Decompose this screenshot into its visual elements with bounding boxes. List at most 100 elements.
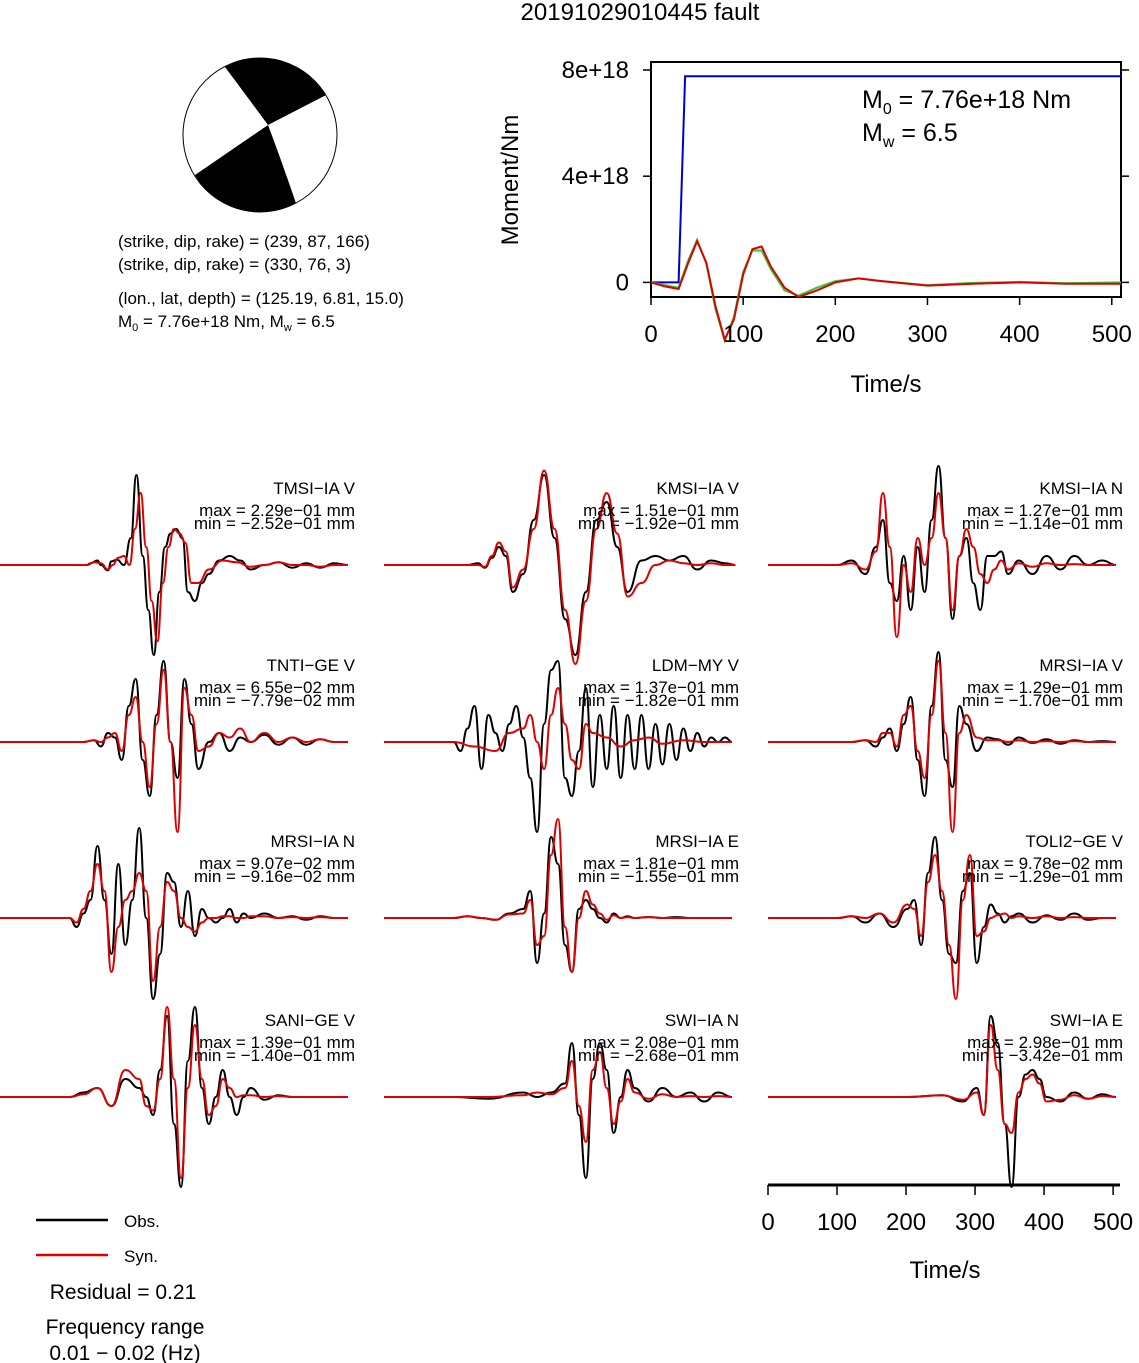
station-min: min = −3.42e−01 mm	[962, 1046, 1123, 1065]
station-min: min = −2.52e−01 mm	[194, 514, 355, 533]
station-min: min = −9.16e−02 mm	[194, 867, 355, 886]
waveform-x-axis-label: Time/s	[909, 1257, 980, 1284]
station-name: SANI−GE V	[265, 1011, 356, 1030]
frequency-range-title: Frequency range	[46, 1316, 205, 1339]
station-max: max = 9.07e−02 mm	[199, 854, 355, 873]
station-name: TMSI−IA V	[273, 479, 355, 498]
waveform-syn	[0, 1005, 348, 1180]
waveform-syn	[767, 659, 1116, 834]
station-name: KMSI−IA V	[656, 479, 739, 498]
nodal-plane-1: (strike, dip, rake) = (239, 87, 166)	[118, 232, 370, 251]
waveform-obs	[767, 464, 1117, 621]
station-name: SWI−IA E	[1050, 1011, 1123, 1030]
station-name: SWI−IA N	[665, 1011, 739, 1030]
station-name: TOLI2−GE V	[1026, 832, 1124, 851]
waveform-syn	[384, 817, 732, 974]
waveform-syn	[0, 491, 348, 643]
waveform-syn	[384, 1050, 733, 1144]
time-axis-tick-label: 500	[1093, 1209, 1133, 1236]
station-min: min = −2.68e−01 mm	[578, 1046, 739, 1065]
waveform-obs	[383, 659, 733, 834]
moment-plot-frame	[650, 61, 1122, 298]
waveform-syn	[0, 668, 348, 834]
waveform-syn	[383, 686, 732, 771]
moment-mw-annotation: Mw = 6.5	[862, 119, 958, 151]
station-min: min = −1.92e−01 mm	[578, 514, 739, 533]
legend-obs-label: Obs.	[124, 1212, 160, 1231]
moment-y-tick-label: 0	[616, 269, 629, 296]
moment-y-tick-label: 8e+18	[562, 57, 629, 84]
time-axis-tick-label: 300	[955, 1209, 995, 1236]
station-name: MRSI−IA N	[270, 832, 355, 851]
station-max: max = 1.27e−01 mm	[967, 501, 1123, 520]
station-max: max = 1.39e−01 mm	[199, 1033, 355, 1052]
figure-title: 20191029010445 fault	[521, 0, 760, 26]
moment-plot: 0 100 200 300 400 500 0 4e+18 8e+18 Moment/Nm T…	[497, 57, 1132, 398]
station-min: min = −1.55e−01 mm	[578, 867, 739, 886]
waveform-obs	[0, 659, 348, 798]
location: (lon., lat, depth) = (125.19, 6.81, 15.0…	[118, 289, 404, 308]
time-axis-tick-label: 0	[761, 1209, 774, 1236]
residual: Residual = 0.21	[50, 1281, 197, 1304]
moment-series-moment	[651, 75, 1121, 284]
moment-x-tick-label: 500	[1092, 321, 1132, 348]
waveform-syn	[0, 862, 348, 983]
station-max: max = 2.08e−01 mm	[583, 1033, 739, 1052]
moment-x-tick-label: 200	[815, 321, 855, 348]
station-name: MRSI−IA V	[1039, 656, 1123, 675]
waveform-obs	[767, 650, 1117, 798]
moment-y-axis-label: Moment/Nm	[497, 115, 524, 246]
station-max: max = 1.37e−01 mm	[583, 678, 739, 697]
time-axis-tick-label: 400	[1024, 1209, 1064, 1236]
waveform-syn	[768, 1023, 1117, 1135]
station-max: max = 1.29e−01 mm	[967, 678, 1123, 697]
moment-series-syn_stf	[650, 238, 1121, 343]
moment-x-tick-label: 100	[723, 321, 763, 348]
station-max: max = 6.55e−02 mm	[199, 678, 355, 697]
station-min: min = −1.14e−01 mm	[962, 514, 1123, 533]
time-axis-tick-label: 100	[817, 1209, 857, 1236]
station-name: LDM−MY V	[652, 656, 740, 675]
moment-x-tick-label: 300	[907, 321, 947, 348]
moment-x-axis-label: Time/s	[850, 371, 921, 398]
station-min: min = −1.82e−01 mm	[578, 691, 739, 710]
waveform-syn	[768, 853, 1116, 1001]
nodal-plane-2: (strike, dip, rake) = (330, 76, 3)	[118, 255, 351, 274]
station-max: max = 1.51e−01 mm	[583, 501, 739, 520]
source-parameters: (strike, dip, rake) = (239, 87, 166) (st…	[118, 232, 404, 334]
station-max: max = 1.81e−01 mm	[583, 854, 739, 873]
moment-x-tick-label: 0	[644, 321, 657, 348]
station-max: max = 2.29e−01 mm	[199, 501, 355, 520]
station-min: min = −7.79e−02 mm	[194, 691, 355, 710]
moment-m0-annotation: M0 = 7.76e+18 Nm	[862, 86, 1071, 118]
waveform-obs	[383, 473, 736, 657]
waveform-syn	[767, 491, 1116, 639]
station-max: max = 2.98e−01 mm	[967, 1033, 1123, 1052]
focal-mechanism-beachball	[182, 57, 338, 213]
legend-syn-label: Syn.	[124, 1247, 158, 1266]
moment-x-tick-label: 400	[1000, 321, 1040, 348]
station-min: min = −1.29e−01 mm	[962, 867, 1123, 886]
legend: Obs. Syn. Residual = 0.21 Frequency rang…	[36, 1212, 204, 1363]
station-max: max = 9.78e−02 mm	[967, 854, 1123, 873]
waveform-obs	[768, 1014, 1117, 1189]
waveform-time-axis: 0 100 200 300 400 500 Time/s	[761, 1183, 1133, 1284]
moment-y-tick-label: 4e+18	[562, 163, 629, 190]
station-name: MRSI−IA E	[655, 832, 739, 851]
time-axis-tick-label: 200	[886, 1209, 926, 1236]
station-min: min = −1.40e−01 mm	[194, 1046, 355, 1065]
moment-magnitude: M0 = 7.76e+18 Nm, Mw = 6.5	[118, 312, 335, 334]
station-min: min = −1.70e−01 mm	[962, 691, 1123, 710]
